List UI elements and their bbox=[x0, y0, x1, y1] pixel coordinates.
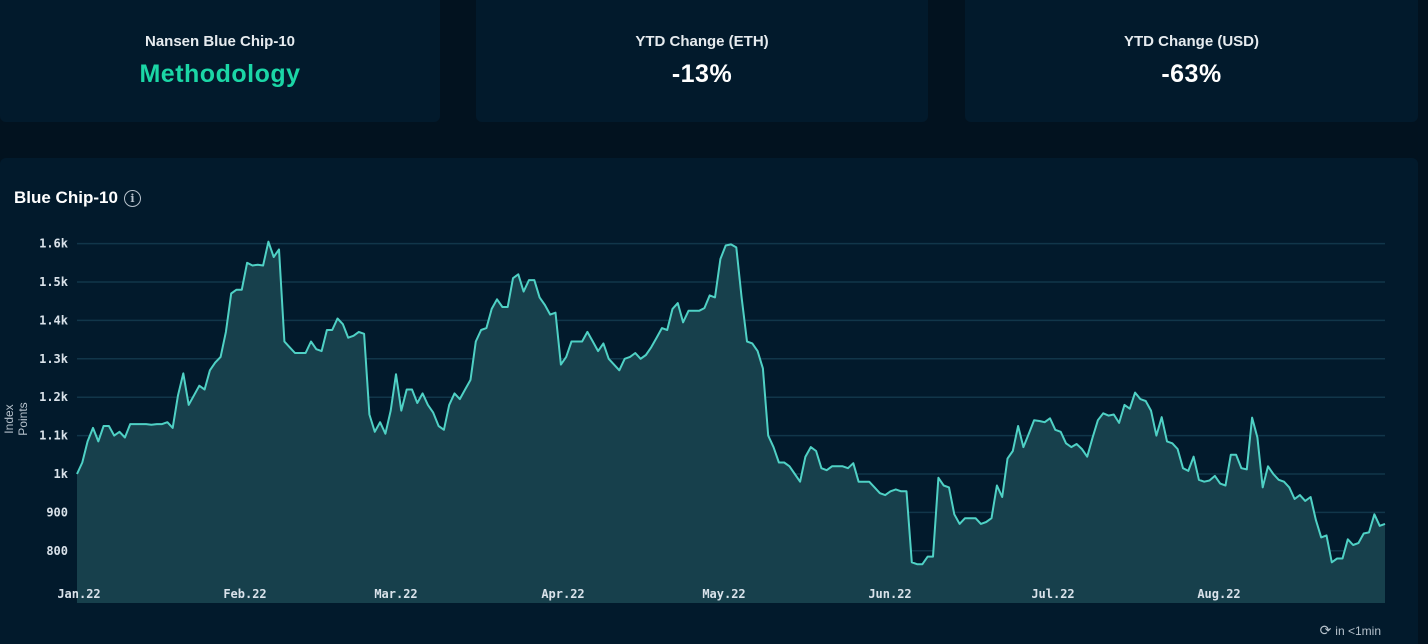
y-tick-label: 1k bbox=[54, 467, 69, 481]
x-tick-label: Aug.22 bbox=[1197, 587, 1240, 601]
x-tick-label: Jan.22 bbox=[57, 587, 100, 601]
card-label: YTD Change (USD) bbox=[1124, 33, 1259, 50]
chart-title: Blue Chip-10 i bbox=[14, 188, 141, 208]
refresh-status: ⟳ in <1min bbox=[1320, 622, 1381, 639]
y-tick-label: 800 bbox=[46, 544, 68, 558]
y-tick-label: 1.5k bbox=[39, 275, 69, 289]
chart-title-text: Blue Chip-10 bbox=[14, 188, 118, 207]
y-tick-label: 1.2k bbox=[39, 390, 69, 404]
refresh-clock-icon: ⟳ bbox=[1319, 622, 1332, 638]
chart-panel: Blue Chip-10 i Index Points 800 900 1k 1.1k… bbox=[0, 158, 1418, 644]
x-tick-label: Apr.22 bbox=[541, 587, 584, 601]
y-tick-label: 1.4k bbox=[39, 313, 69, 327]
ytd-usd-card: YTD Change (USD) -63% bbox=[965, 0, 1418, 122]
card-label: Nansen Blue Chip-10 bbox=[144, 33, 296, 50]
methodology-card: Nansen Blue Chip-10 Methodology bbox=[0, 0, 440, 122]
refresh-text: in <1min bbox=[1335, 623, 1381, 638]
ytd-eth-value: -13% bbox=[671, 60, 733, 88]
y-tick-label: 900 bbox=[46, 505, 68, 519]
card-label: YTD Change (ETH) bbox=[635, 33, 769, 50]
series-line bbox=[76, 240, 1386, 566]
area-chart[interactable]: 800 900 1k 1.1k 1.2k 1.3k 1.4k 1.5k 1.6k Jan.22 Fe… bbox=[0, 158, 1418, 644]
x-tick-label: Jul.22 bbox=[1031, 587, 1074, 601]
x-tick-label: May.22 bbox=[702, 587, 745, 601]
y-tick-label: 1.1k bbox=[39, 429, 69, 443]
x-tick-label: Jun.22 bbox=[868, 587, 911, 601]
ytd-usd-value: -63% bbox=[1161, 60, 1222, 88]
info-icon[interactable]: i bbox=[123, 189, 141, 207]
area-fill bbox=[77, 241, 1385, 603]
ytd-eth-card: YTD Change (ETH) -13% bbox=[476, 0, 928, 122]
y-tick-label: 1.6k bbox=[39, 237, 69, 251]
x-tick-label: Mar.22 bbox=[374, 587, 417, 601]
x-tick-label: Feb.22 bbox=[223, 587, 266, 601]
y-tick-label: 1.3k bbox=[39, 352, 69, 366]
methodology-link[interactable]: Methodology bbox=[139, 60, 301, 88]
